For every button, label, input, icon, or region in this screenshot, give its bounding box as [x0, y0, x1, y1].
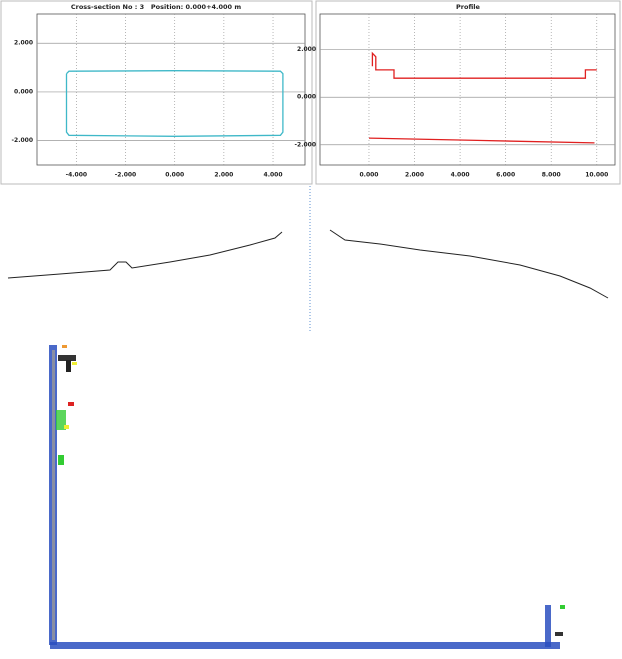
x-tick-label: 10.000	[585, 172, 608, 179]
cloud-speck	[72, 362, 77, 365]
cloud-right-wall	[545, 605, 551, 647]
y-tick-label: 0.000	[14, 88, 33, 95]
chart-title: Cross-section No : 3 Position: 0.000+4.0…	[71, 3, 241, 11]
page: {"chart_data": [ {"type": "line", "title…	[0, 0, 622, 655]
cloud-speck	[68, 402, 74, 406]
point-cloud	[49, 345, 565, 649]
y-tick-label: 0.000	[297, 94, 316, 101]
cloud-speck	[62, 345, 67, 348]
x-tick-label: 6.000	[496, 172, 515, 179]
y-tick-label: 2.000	[14, 40, 33, 47]
y-tick-label: -2.000	[295, 141, 316, 148]
scan-profile-right	[330, 230, 608, 298]
x-tick-label: 0.000	[359, 172, 378, 179]
cloud-speck	[555, 632, 563, 636]
x-tick-label: -2.000	[115, 172, 136, 179]
data-line	[369, 138, 595, 143]
x-tick-label: 4.000	[451, 172, 470, 179]
panel-frame	[1, 1, 312, 184]
data-line	[372, 53, 596, 78]
x-tick-label: 4.000	[264, 172, 283, 179]
plot-area	[37, 14, 305, 165]
chart-title: Profile	[456, 3, 480, 11]
cloud-speck	[66, 360, 71, 372]
x-tick-label: 2.000	[214, 172, 233, 179]
figure: Cross-section No : 3 Position: 0.000+4.0…	[0, 0, 622, 655]
cloud-wall-core	[52, 350, 55, 640]
x-tick-label: 8.000	[542, 172, 561, 179]
cloud-floor	[50, 642, 560, 649]
y-tick-label: 2.000	[297, 46, 316, 53]
x-tick-label: 2.000	[405, 172, 424, 179]
cloud-speck	[64, 425, 69, 429]
x-tick-label: -4.000	[66, 172, 87, 179]
panel-frame	[316, 1, 620, 184]
x-tick-label: 0.000	[165, 172, 184, 179]
scan-profile-left	[8, 232, 282, 278]
y-tick-label: -2.000	[12, 137, 33, 144]
cloud-speck	[58, 455, 64, 465]
cloud-speck	[560, 605, 565, 609]
